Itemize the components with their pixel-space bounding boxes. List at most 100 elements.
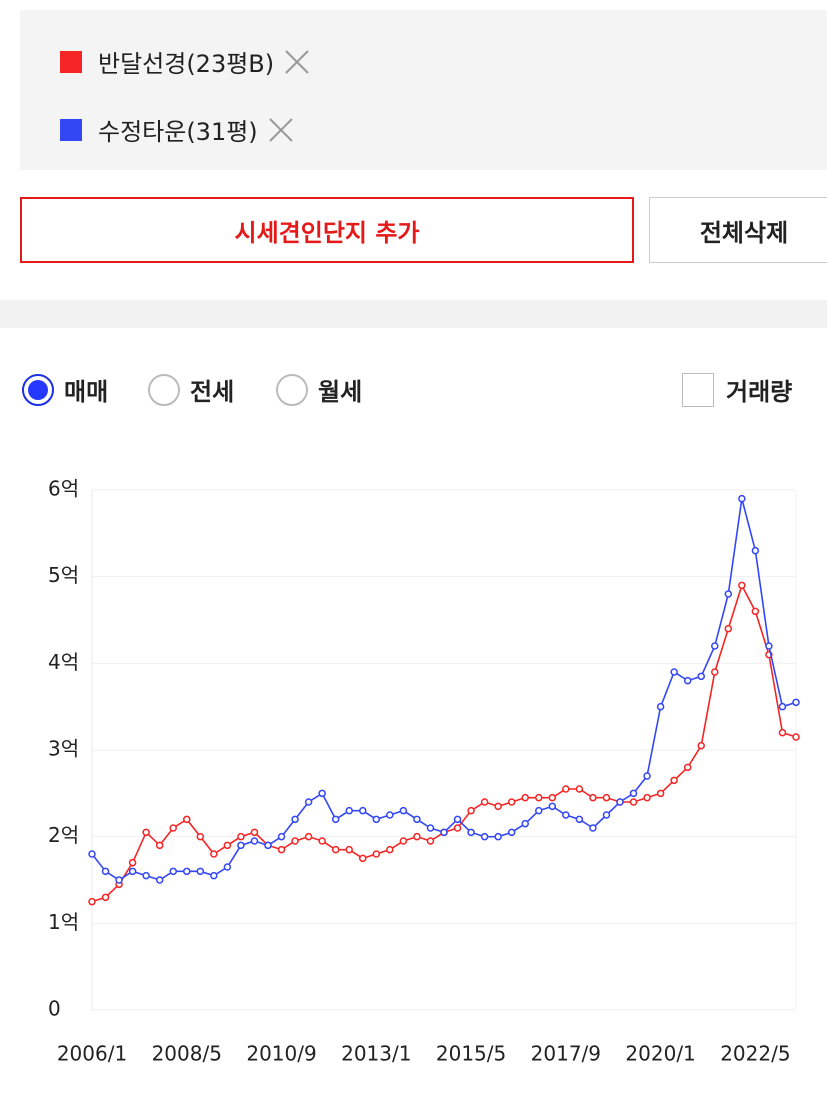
data-point	[724, 590, 733, 598]
x-tick-label: 2015/5	[436, 1042, 506, 1066]
data-point	[291, 815, 299, 824]
legend-item: 수정타운(31평)	[60, 112, 296, 147]
data-point	[142, 871, 150, 880]
delete-button[interactable]: 전체삭제	[649, 197, 827, 263]
data-point	[88, 850, 96, 858]
data-point	[792, 733, 800, 741]
data-point	[697, 672, 705, 681]
data-point	[101, 893, 110, 902]
legend-swatch	[60, 118, 82, 141]
data-point	[602, 793, 611, 802]
data-point	[697, 741, 705, 750]
data-point	[345, 806, 353, 815]
data-point	[453, 824, 462, 832]
data-point	[399, 837, 408, 845]
radio-circle	[148, 373, 180, 406]
separator	[0, 300, 827, 328]
checkbox[interactable]: 거래량	[682, 372, 792, 407]
data-point	[535, 793, 543, 802]
data-point	[521, 819, 529, 828]
data-point	[277, 845, 286, 854]
series-line	[91, 498, 797, 881]
data-point	[250, 828, 259, 837]
data-point	[629, 798, 638, 806]
data-point	[183, 867, 191, 876]
data-point	[616, 798, 624, 806]
chart: 0 1억 2억 3억 4억 5억 6억 2006/1 2008/5 2010/9 2013/1 201…	[48, 477, 800, 1066]
remove-icon[interactable]	[282, 47, 312, 77]
data-point	[480, 798, 489, 806]
x-tick-label: 2022/5	[720, 1042, 790, 1066]
add-button[interactable]: 시세견인단지 추가	[20, 197, 634, 263]
data-point	[589, 824, 597, 832]
data-point	[548, 793, 557, 802]
legend-label: 반달선경(23평B)	[98, 50, 275, 78]
data-point	[683, 763, 692, 772]
data-point	[643, 793, 651, 802]
data-point	[101, 867, 110, 876]
data-point	[589, 793, 597, 802]
radio-label: 매매	[64, 378, 109, 406]
x-tick-label: 2008/5	[152, 1042, 222, 1066]
y-tick-label: 3억	[48, 737, 79, 761]
radio-label: 월세	[318, 378, 363, 406]
data-point	[602, 811, 611, 819]
data-point	[575, 785, 584, 793]
x-tick-label: 2017/9	[531, 1042, 601, 1066]
radio[interactable]: 전세	[148, 372, 234, 407]
data-point	[521, 793, 529, 802]
data-point	[291, 837, 299, 845]
x-tick-label: 2006/1	[57, 1042, 127, 1066]
data-point	[413, 832, 421, 841]
data-point	[372, 815, 381, 824]
data-point	[304, 798, 313, 806]
data-point	[656, 702, 665, 711]
series-line	[91, 583, 797, 903]
data-point	[765, 642, 773, 650]
data-point	[467, 806, 475, 815]
y-tick-label: 1억	[48, 910, 79, 934]
x-tick-label: 2013/1	[341, 1042, 411, 1066]
data-point	[237, 841, 245, 850]
data-point	[778, 728, 787, 737]
data-point	[223, 863, 232, 871]
data-point	[372, 850, 381, 858]
y-tick-label: 2억	[48, 823, 79, 847]
data-point	[575, 815, 584, 824]
data-point	[643, 772, 651, 780]
data-point	[440, 828, 448, 837]
remove-icon[interactable]	[266, 115, 296, 145]
radio[interactable]: 월세	[276, 372, 362, 407]
data-point	[210, 850, 218, 858]
data-point	[738, 494, 746, 503]
data-point	[169, 824, 177, 832]
data-point	[724, 624, 733, 633]
radio-label: 전세	[190, 378, 235, 406]
data-point	[426, 837, 435, 845]
data-point	[196, 832, 205, 841]
x-tick-label: 2020/1	[625, 1042, 695, 1066]
data-point	[562, 811, 570, 819]
data-point	[507, 828, 516, 837]
data-point	[128, 867, 137, 876]
data-point	[331, 845, 340, 854]
data-point	[169, 867, 177, 876]
data-point	[359, 806, 367, 815]
data-point	[494, 802, 502, 811]
data-point	[507, 798, 516, 806]
data-point	[115, 876, 123, 884]
radio[interactable]: 매매	[22, 372, 108, 407]
y-tick-label: 5억	[48, 563, 79, 587]
checkbox-label: 거래량	[726, 378, 793, 406]
data-point	[670, 776, 678, 785]
data-point	[413, 815, 421, 824]
data-point	[318, 837, 326, 845]
data-point	[751, 546, 760, 555]
data-point	[778, 702, 787, 711]
y-tick-label: 0	[48, 997, 61, 1021]
data-point	[562, 785, 570, 793]
data-point	[237, 832, 245, 841]
radio-circle	[22, 373, 54, 406]
data-point	[250, 837, 259, 845]
data-point	[467, 828, 475, 837]
